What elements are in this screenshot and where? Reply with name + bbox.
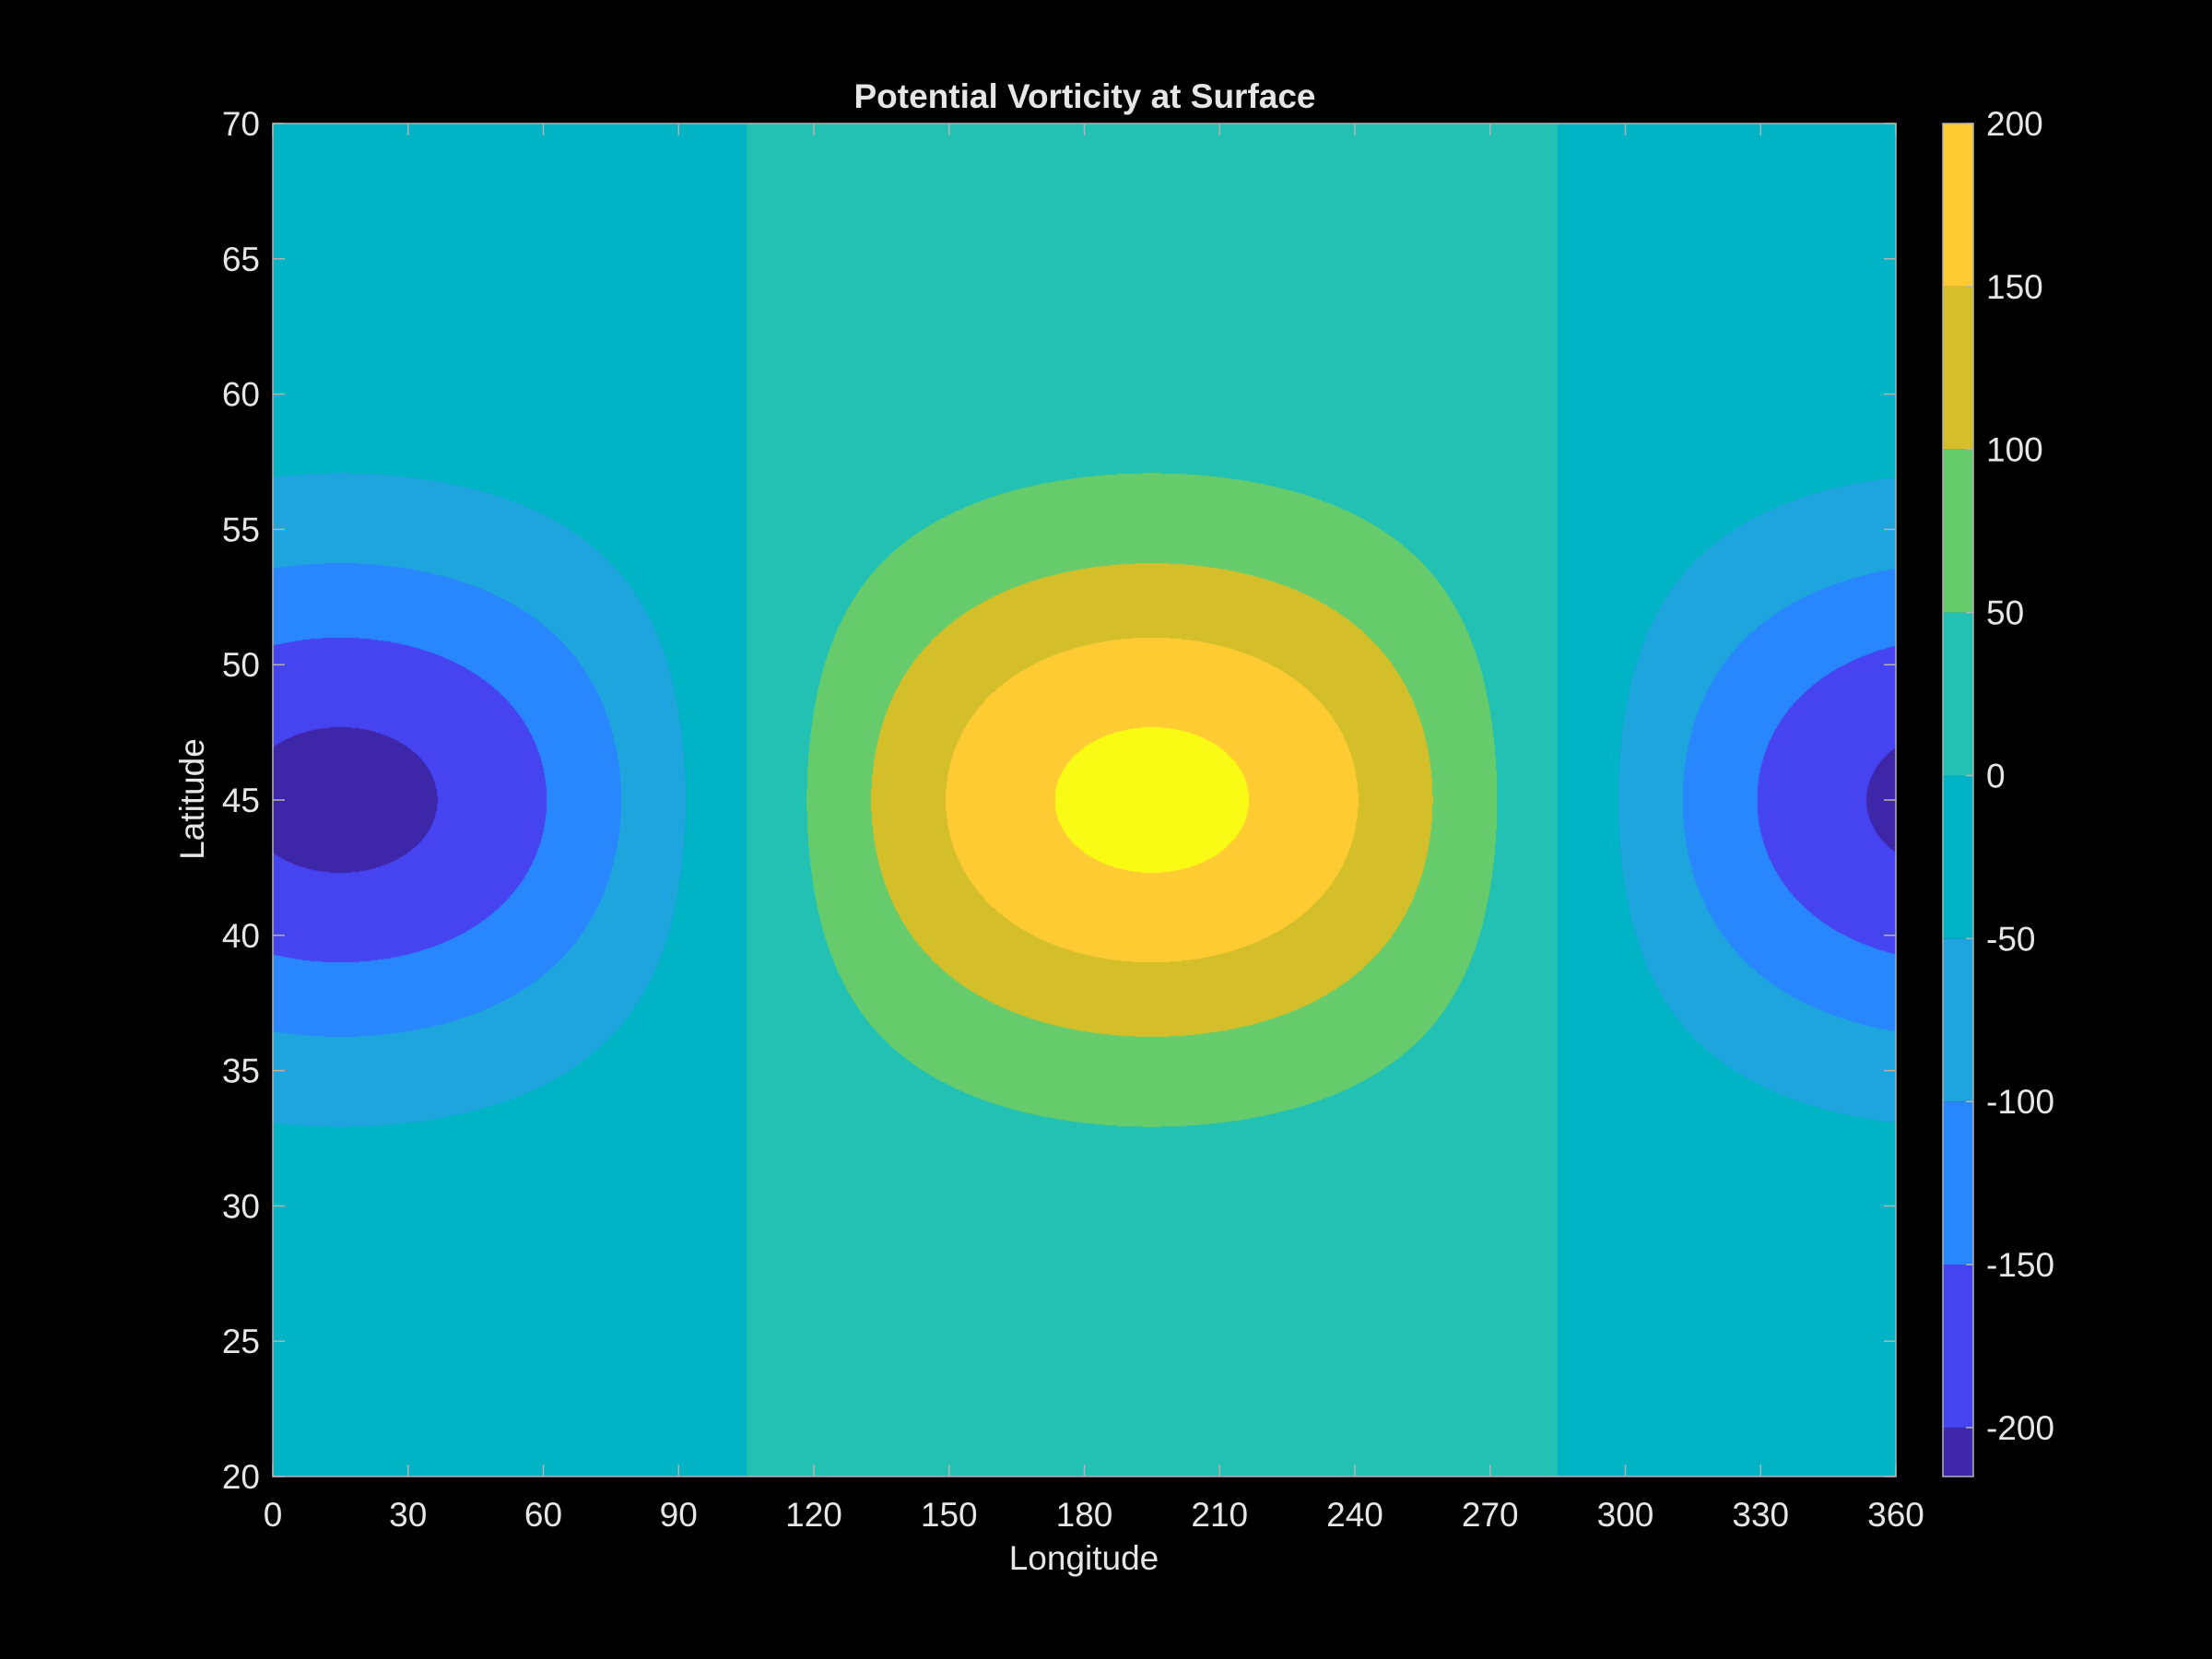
y-tick-label: 25 [222,1323,260,1360]
y-tick-label: 35 [222,1053,260,1090]
colorbar-tick-label: 100 [1986,431,2043,469]
colorbar-tick-label: 200 [1986,105,2043,143]
y-tick-label: 40 [222,917,260,955]
x-tick-label: 360 [1867,1496,1924,1534]
colorbar-segment [1943,286,1973,450]
colorbar-tick-label: -50 [1986,920,2035,958]
x-tick-label: 60 [524,1496,562,1534]
colorbar-segment [1943,938,1973,1102]
colorbar-segment [1943,449,1973,613]
colorbar-segment [1943,1101,1973,1265]
colorbar-tick-label: 50 [1986,594,2024,632]
axes-ticks: 0 30 60 90 120 150 180 210 240 270 300 330 360 20 25 30… [222,105,1924,1534]
x-tick-label: 30 [389,1496,427,1534]
x-tick-label: 0 [264,1496,283,1534]
contour-fill [273,124,1896,1477]
x-tick-label: 300 [1597,1496,1654,1534]
chart-title: Potential Vorticity at Surface [854,77,1316,115]
y-tick-label: 55 [222,511,260,548]
colorbar-segment [1943,775,1973,939]
y-tick-label: 30 [222,1187,260,1225]
colorbar-segment [1943,1427,1973,1477]
colorbar-tick-label: -150 [1986,1246,2054,1284]
y-tick-label: 50 [222,646,260,684]
y-tick-label: 60 [222,376,260,414]
x-tick-label: 270 [1462,1496,1519,1534]
x-tick-label: 150 [921,1496,978,1534]
colorbar-segment [1943,124,1973,287]
y-tick-label: 70 [222,105,260,143]
colorbar: -200 -150 -100 -50 0 50 100 150 200 [1942,105,2054,1477]
y-tick-label: 65 [222,241,260,278]
colorbar-tick-label: 0 [1986,757,2006,794]
contour-bands [273,124,1896,1477]
y-tick-label: 20 [222,1458,260,1496]
y-axis-label: Latitude [173,738,211,860]
plot-frame [272,123,1897,1477]
colorbar-tick-label: -100 [1986,1083,2054,1121]
x-tick-label: 240 [1326,1496,1383,1534]
x-tick-label: 90 [660,1496,698,1534]
x-tick-label: 120 [785,1496,842,1534]
colorbar-segment [1943,612,1973,776]
colorbar-segment [1943,1265,1973,1428]
colorbar-frame [1942,123,1974,1477]
x-tick-label: 180 [1056,1496,1113,1534]
colorbar-tick-label: 150 [1986,268,2043,306]
x-tick-label: 330 [1732,1496,1789,1534]
x-tick-label: 210 [1191,1496,1248,1534]
y-tick-label: 45 [222,782,260,819]
x-axis-label: Longitude [1009,1539,1159,1577]
colorbar-tick-label: -200 [1986,1409,2054,1447]
